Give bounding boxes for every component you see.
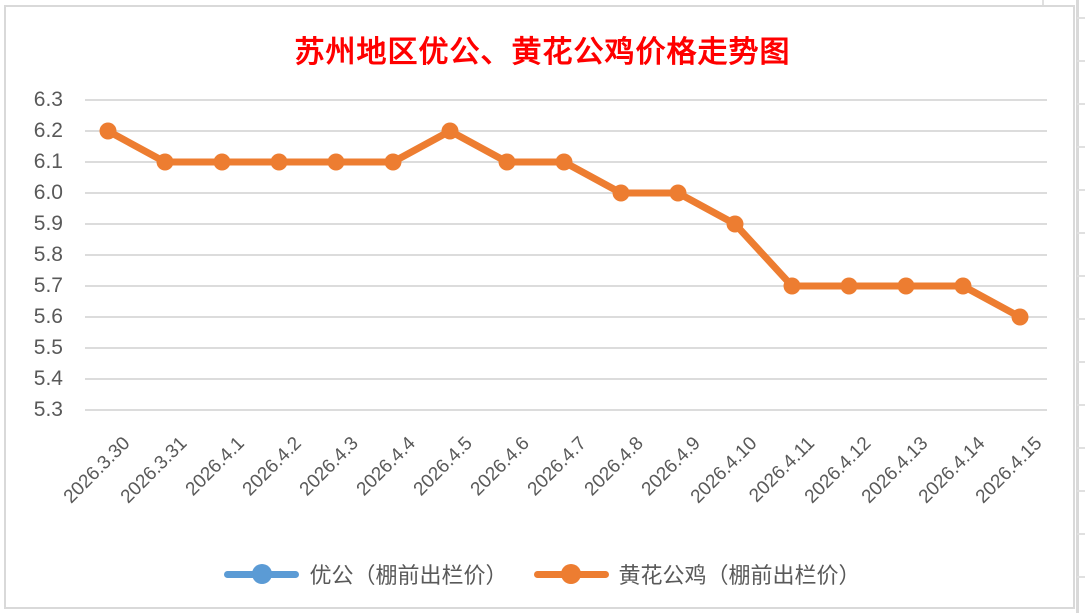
row-tick xyxy=(1077,490,1085,492)
legend-line-dot-marker-blue xyxy=(224,564,300,584)
legend-item-yougong[interactable]: 优公（棚前出栏价） xyxy=(224,558,508,590)
gridline xyxy=(85,285,1047,287)
spreadsheet-column-stub xyxy=(1042,0,1044,5)
data-point-marker[interactable] xyxy=(954,277,972,295)
legend-label: 优公（棚前出栏价） xyxy=(309,563,508,588)
y-axis-tick-label: 5.3 xyxy=(33,398,63,421)
legend-line-dot-marker-orange xyxy=(533,564,609,584)
row-tick xyxy=(1077,17,1085,19)
legend-item-huanghua[interactable]: 黄花公鸡（棚前出栏价） xyxy=(533,558,861,590)
gridline xyxy=(85,409,1047,411)
legend-label: 黄花公鸡（棚前出栏价） xyxy=(618,563,861,588)
data-point-marker[interactable] xyxy=(270,153,288,171)
row-tick xyxy=(1077,60,1085,62)
y-axis-tick-label: 6.3 xyxy=(33,88,63,111)
data-point-marker[interactable] xyxy=(555,153,573,171)
row-tick xyxy=(1077,275,1085,277)
row-tick xyxy=(1077,404,1085,406)
row-tick xyxy=(1077,447,1085,449)
data-point-marker[interactable] xyxy=(327,153,345,171)
row-tick xyxy=(1077,232,1085,234)
chart-area-border xyxy=(4,5,1075,609)
row-tick xyxy=(1077,146,1085,148)
data-point-marker[interactable] xyxy=(213,153,231,171)
legend-dot-icon xyxy=(561,564,581,584)
gridline xyxy=(85,347,1047,349)
gridline xyxy=(85,130,1047,132)
row-tick xyxy=(1077,533,1085,535)
spreadsheet-column-line xyxy=(1076,0,1079,613)
y-axis-tick-label: 6.1 xyxy=(33,150,63,173)
data-point-marker[interactable] xyxy=(384,153,402,171)
data-point-marker[interactable] xyxy=(783,277,801,295)
row-tick xyxy=(1077,103,1085,105)
data-point-marker[interactable] xyxy=(498,153,516,171)
row-tick xyxy=(1077,189,1085,191)
y-axis-tick-label: 5.4 xyxy=(33,367,63,390)
gridline xyxy=(85,99,1047,101)
y-axis-tick-label: 5.6 xyxy=(33,305,63,328)
data-point-marker[interactable] xyxy=(441,122,459,140)
gridline xyxy=(85,378,1047,380)
data-point-marker[interactable] xyxy=(1011,308,1029,326)
data-point-marker[interactable] xyxy=(840,277,858,295)
data-point-marker[interactable] xyxy=(156,153,174,171)
chart-title: 苏州地区优公、黄花公鸡价格走势图 xyxy=(294,36,791,69)
data-point-marker[interactable] xyxy=(726,215,744,233)
gridline xyxy=(85,192,1047,194)
gridline xyxy=(85,316,1047,318)
legend-dot-icon xyxy=(251,564,272,584)
y-axis-tick-label: 5.8 xyxy=(33,243,63,266)
gridline xyxy=(85,223,1047,225)
y-axis-tick-label: 6.2 xyxy=(33,119,63,142)
y-axis-tick-label: 5.9 xyxy=(33,212,63,235)
y-axis-tick-label: 6.0 xyxy=(33,181,63,204)
data-point-marker[interactable] xyxy=(897,277,915,295)
gridline xyxy=(85,254,1047,256)
y-axis-tick-label: 5.5 xyxy=(33,336,63,359)
legend: 优公（棚前出栏价） 黄花公鸡（棚前出栏价） xyxy=(0,559,1085,589)
y-axis-tick-label: 5.7 xyxy=(33,274,63,297)
data-point-marker[interactable] xyxy=(612,184,630,202)
row-tick xyxy=(1077,361,1085,363)
data-point-marker[interactable] xyxy=(99,122,117,140)
row-tick xyxy=(1077,576,1085,578)
data-point-marker[interactable] xyxy=(669,184,687,202)
row-tick xyxy=(1077,318,1085,320)
